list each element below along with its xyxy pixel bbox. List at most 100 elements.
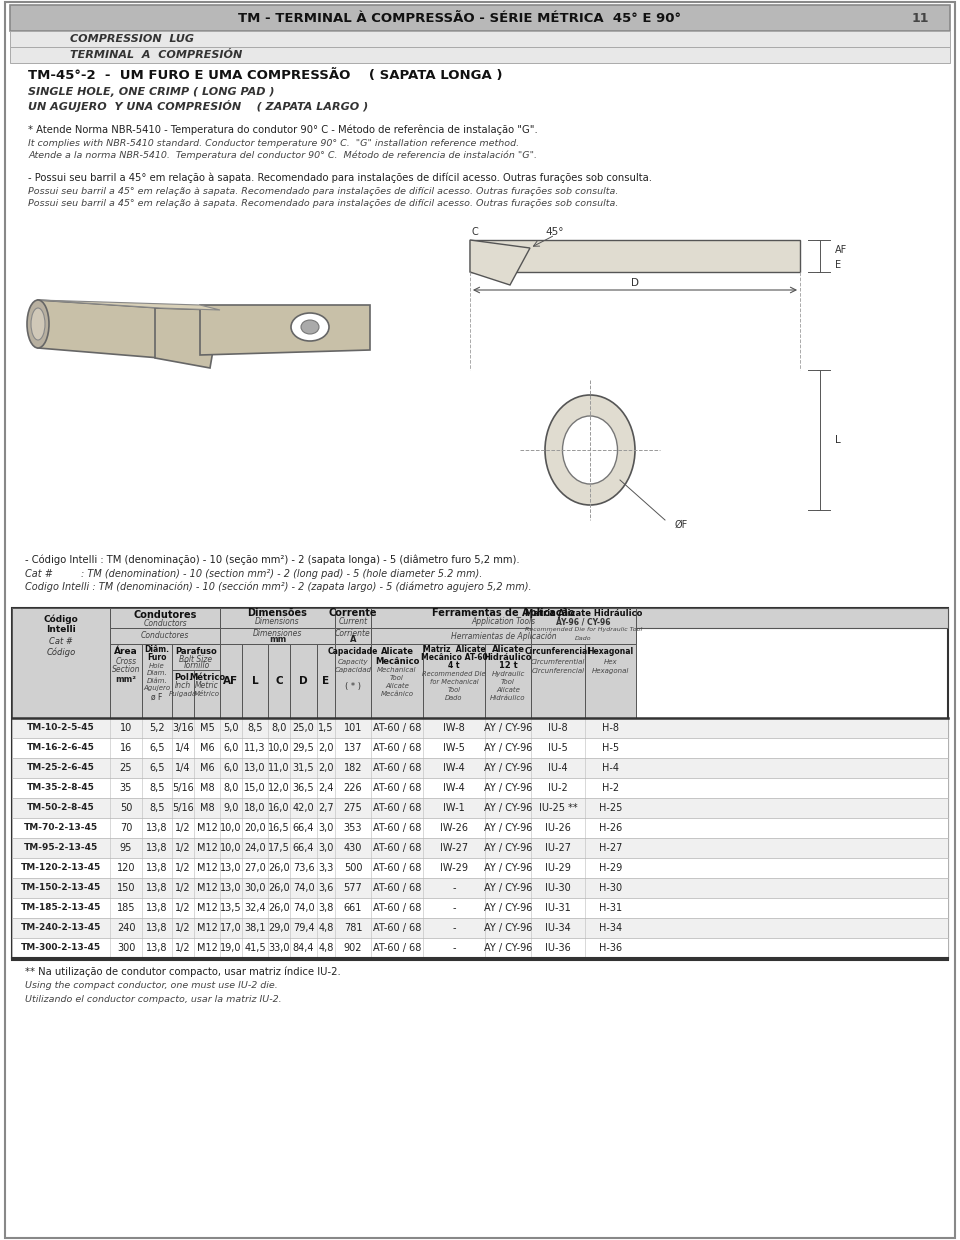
Text: 11,0: 11,0	[268, 763, 290, 773]
Text: Condutores: Condutores	[133, 610, 197, 620]
Text: Alicate: Alicate	[496, 687, 520, 693]
Text: AF: AF	[835, 246, 848, 255]
Text: 120: 120	[117, 863, 135, 873]
Text: 13,8: 13,8	[146, 843, 168, 853]
Bar	[172, 644, 220, 670]
Bar	[531, 608, 636, 644]
Ellipse shape	[31, 308, 45, 340]
Text: M8: M8	[200, 782, 214, 794]
Text: 20,0: 20,0	[244, 823, 266, 833]
Text: Mecânico: Mecânico	[380, 691, 414, 697]
Text: -: -	[452, 923, 456, 932]
Text: 1/2: 1/2	[175, 942, 191, 954]
Text: IW-4: IW-4	[444, 763, 465, 773]
Text: 1/2: 1/2	[175, 863, 191, 873]
Text: IW-26: IW-26	[440, 823, 468, 833]
Polygon shape	[38, 300, 220, 310]
Text: 101: 101	[344, 723, 362, 733]
Bar	[12, 838, 948, 858]
Text: 4,8: 4,8	[319, 923, 334, 932]
Text: 13,8: 13,8	[146, 863, 168, 873]
Text: 353: 353	[344, 823, 362, 833]
Text: TM-300-2-13-45: TM-300-2-13-45	[21, 944, 101, 952]
Text: Tool: Tool	[501, 680, 515, 684]
Text: Capacity: Capacity	[338, 658, 369, 665]
Text: TM-120-2-13-45: TM-120-2-13-45	[21, 863, 101, 873]
Text: H-8: H-8	[602, 723, 619, 733]
Text: 430: 430	[344, 843, 362, 853]
Text: * Atende Norma NBR-5410 - Temperatura do condutor 90° C - Método de referência d: * Atende Norma NBR-5410 - Temperatura do…	[28, 125, 538, 135]
Text: AT-60 / 68: AT-60 / 68	[372, 942, 421, 954]
Text: 5/16: 5/16	[172, 804, 194, 813]
Text: IW-4: IW-4	[444, 782, 465, 794]
Text: H-4: H-4	[602, 763, 619, 773]
Bar	[12, 608, 948, 960]
Text: 6,0: 6,0	[224, 743, 239, 753]
Text: M12: M12	[197, 923, 217, 932]
Text: Herramientas de Aplicación: Herramientas de Aplicación	[450, 631, 556, 641]
Text: TM-10-2-5-45: TM-10-2-5-45	[27, 723, 95, 733]
Text: Using the compact conductor, one must use IU-2 die.: Using the compact conductor, one must us…	[25, 982, 277, 991]
Text: 50: 50	[120, 804, 132, 813]
Text: AY / CY-96: AY / CY-96	[484, 942, 532, 954]
Bar	[290, 644, 317, 718]
Text: 11,3: 11,3	[244, 743, 266, 753]
Text: AT-60 / 68: AT-60 / 68	[372, 782, 421, 794]
Text: ** Na utilização de condutor compacto, usar matriz índice IU-2.: ** Na utilização de condutor compacto, u…	[25, 967, 341, 977]
Text: H-26: H-26	[599, 823, 622, 833]
Text: TM-150-2-13-45: TM-150-2-13-45	[21, 883, 101, 893]
Text: Mechanical: Mechanical	[377, 667, 417, 673]
Text: Circunferencial: Circunferencial	[532, 668, 585, 675]
Bar	[220, 608, 335, 627]
Text: AT-60 / 68: AT-60 / 68	[372, 863, 421, 873]
Text: 38,1: 38,1	[244, 923, 266, 932]
Text: 5,2: 5,2	[149, 723, 165, 733]
Text: IU-5: IU-5	[548, 743, 568, 753]
Bar	[335, 608, 371, 627]
Text: 12,0: 12,0	[268, 782, 290, 794]
Text: IW-1: IW-1	[444, 804, 465, 813]
Text: Agujero: Agujero	[143, 684, 171, 691]
Text: ( * ): ( * )	[345, 682, 361, 691]
Text: AY / CY-96: AY / CY-96	[484, 723, 532, 733]
Text: 32,4: 32,4	[244, 903, 266, 913]
Text: H-30: H-30	[599, 883, 622, 893]
Text: AY / CY-96: AY / CY-96	[484, 883, 532, 893]
Text: AY / CY-96: AY / CY-96	[484, 863, 532, 873]
Bar	[172, 670, 194, 718]
Text: 84,4: 84,4	[293, 942, 314, 954]
Text: TM-35-2-8-45: TM-35-2-8-45	[27, 784, 95, 792]
Text: 13,0: 13,0	[244, 763, 266, 773]
Text: 19,0: 19,0	[220, 942, 242, 954]
Text: D: D	[631, 278, 639, 288]
Text: 137: 137	[344, 743, 362, 753]
Text: 300: 300	[117, 942, 135, 954]
Text: IU-30: IU-30	[545, 883, 571, 893]
Text: 275: 275	[344, 804, 362, 813]
Text: AY / CY-96: AY / CY-96	[484, 843, 532, 853]
Text: - Possui seu barril a 45° em relação à sapata. Recomendado para instalações de d: - Possui seu barril a 45° em relação à s…	[28, 172, 652, 184]
Bar	[371, 608, 636, 627]
Text: H-27: H-27	[599, 843, 622, 853]
Text: Recommended Die: Recommended Die	[422, 671, 486, 677]
Text: 4 t: 4 t	[448, 661, 460, 671]
Text: 73,6: 73,6	[293, 863, 314, 873]
Bar	[110, 608, 220, 627]
Text: 185: 185	[117, 903, 135, 913]
Text: Código: Código	[46, 647, 76, 657]
Text: 66,4: 66,4	[293, 843, 314, 853]
Text: M12: M12	[197, 903, 217, 913]
Text: IU-36: IU-36	[545, 942, 571, 954]
Text: TM-16-2-6-45: TM-16-2-6-45	[27, 744, 95, 753]
Text: Furo: Furo	[147, 653, 167, 662]
Text: Metric: Metric	[195, 682, 219, 691]
Text: AT-60 / 68: AT-60 / 68	[372, 804, 421, 813]
Ellipse shape	[545, 396, 635, 505]
Bar	[12, 858, 948, 878]
Text: 25: 25	[120, 763, 132, 773]
Text: AT-60 / 68: AT-60 / 68	[372, 823, 421, 833]
Text: Mecânico AT-60: Mecânico AT-60	[420, 653, 488, 662]
Text: 5,0: 5,0	[224, 723, 239, 733]
Text: TM - TERMINAL À COMPRESSÃO - SÉRIE MÉTRICA  45° E 90°: TM - TERMINAL À COMPRESSÃO - SÉRIE MÉTRI…	[238, 11, 682, 25]
Bar	[220, 644, 242, 718]
